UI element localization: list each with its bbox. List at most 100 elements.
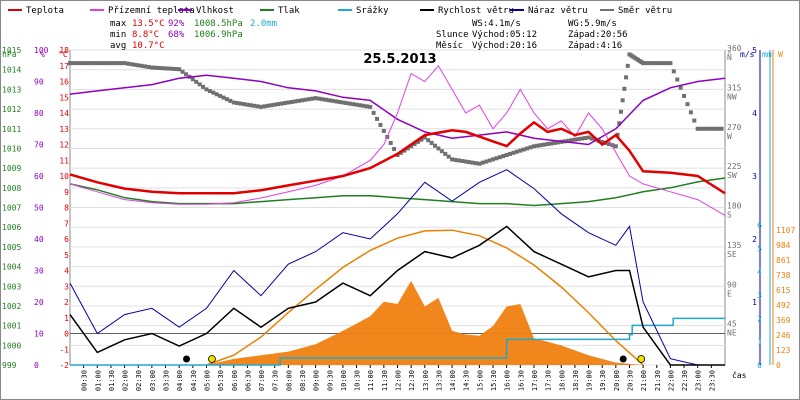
wind-direction-mark	[71, 61, 76, 66]
wind-direction-mark	[579, 136, 584, 141]
time-tick: 05:00	[203, 370, 211, 391]
wind-direction-mark	[241, 102, 246, 107]
wind-direction-mark	[368, 104, 373, 109]
time-tick: 15:30	[490, 370, 498, 391]
wind-direction-mark	[624, 75, 629, 80]
hpa-tick: 1010	[2, 144, 21, 153]
dir-tick-deg: 180	[727, 202, 742, 211]
wind-direction-mark	[583, 136, 588, 141]
mm-tick: 3	[757, 291, 762, 300]
wind-direction-mark	[600, 139, 605, 144]
wind-direction-mark	[392, 146, 397, 151]
c-tick: 16	[59, 78, 69, 87]
dir-tick-deg: 360	[727, 44, 742, 53]
c-tick: 9	[64, 188, 69, 197]
wind-direction-mark	[272, 102, 277, 107]
legend-item: Přízemní teplota	[90, 6, 195, 16]
moon-label: Měsíc	[436, 41, 463, 51]
time-tick: 07:30	[272, 370, 280, 391]
pct-tick: 70	[34, 141, 44, 150]
wind-direction-mark	[330, 98, 335, 103]
wind-direction-mark	[276, 102, 281, 107]
wind-direction-mark	[607, 142, 612, 147]
wind-direction-mark	[695, 126, 700, 131]
wind-direction-mark	[487, 158, 492, 163]
wind-direction-mark	[344, 101, 349, 106]
wind-direction-mark	[269, 103, 274, 108]
hpa-tick: 1001	[2, 322, 21, 331]
wind-direction-mark	[675, 77, 680, 82]
pct-tick: 50	[34, 204, 44, 213]
wind-direction-mark	[119, 61, 124, 66]
axis-unit-deg: °	[727, 50, 732, 59]
time-tick: 14:30	[463, 370, 471, 391]
c-tick: 2	[64, 298, 69, 307]
wind-direction-mark	[549, 141, 554, 146]
hpa-tick: 1013	[2, 85, 21, 94]
wind-direction-mark	[409, 144, 414, 149]
stats-min-press: 1006.9hPa	[194, 30, 243, 40]
wind-direction-mark	[494, 156, 499, 161]
wind-direction-mark	[531, 144, 536, 149]
wind-direction-mark	[719, 126, 724, 131]
wind-speed-info: WS:4.1m/s	[472, 19, 521, 29]
chart-title: 25.5.2013	[363, 52, 436, 67]
wind-direction-mark	[197, 82, 202, 87]
ms-tick: 2	[752, 235, 757, 244]
pct-tick: 90	[34, 78, 44, 87]
wind-direction-mark	[245, 102, 250, 107]
c-tick: 8	[64, 204, 69, 213]
hpa-tick: 1014	[2, 66, 21, 75]
wind-direction-mark	[139, 63, 144, 68]
wind-direction-mark	[589, 136, 594, 141]
wind-direction-mark	[470, 160, 475, 165]
wind-direction-mark	[183, 72, 188, 77]
wind-direction-mark	[433, 143, 438, 148]
hpa-tick: 1003	[2, 282, 21, 291]
stats-max-rain: 2.0mm	[250, 19, 277, 29]
wind-direction-mark	[252, 103, 257, 108]
wind-direction-mark	[467, 160, 472, 165]
mm-tick: 4	[757, 268, 762, 277]
wind-direction-mark	[511, 150, 516, 155]
mm-tick: 1	[757, 338, 762, 347]
wind-direction-mark	[566, 138, 571, 143]
hpa-tick: 1000	[2, 341, 21, 350]
time-tick: 13:30	[435, 370, 443, 391]
wind-direction-mark	[375, 116, 380, 121]
wind-direction-mark	[88, 61, 93, 66]
wind-direction-mark	[170, 66, 175, 71]
wind-direction-mark	[74, 61, 79, 66]
c-tick: 4	[64, 267, 69, 276]
stats-max-label: max	[110, 19, 127, 29]
time-tick: 10:00	[340, 370, 348, 391]
stats-avg-temp: 10.7°C	[132, 41, 165, 51]
axis-unit-pct: %	[40, 50, 45, 59]
time-tick: 23:30	[708, 370, 716, 391]
pct-tick: 30	[34, 267, 44, 276]
time-tick: 02:30	[135, 370, 143, 391]
time-tick: 07:00	[258, 370, 266, 391]
wind-direction-mark	[204, 87, 209, 92]
wind-direction-mark	[95, 61, 100, 66]
wind-direction-mark	[473, 161, 478, 166]
wind-direction-mark	[453, 157, 458, 162]
legend-label: Směr větru	[618, 6, 672, 16]
wind-direction-mark	[692, 118, 697, 123]
time-tick: 09:00	[313, 370, 321, 391]
wind-direction-mark	[446, 154, 451, 159]
wind-direction-mark	[132, 62, 137, 67]
wind-direction-mark	[248, 103, 253, 108]
moonrise-marker	[619, 355, 627, 363]
humidity-line	[69, 74, 726, 146]
wind-direction-mark	[293, 99, 298, 104]
temperature-line	[69, 120, 726, 195]
wind-direction-mark	[712, 126, 717, 131]
wind-direction-mark	[545, 142, 550, 147]
ms-tick: 3	[752, 172, 757, 181]
wind-direction-mark	[514, 149, 519, 154]
c-tick: 0	[64, 330, 69, 339]
w-tick: 1107	[776, 226, 795, 235]
wind-direction-mark	[214, 92, 219, 97]
dir-tick-label: SW	[727, 171, 737, 180]
